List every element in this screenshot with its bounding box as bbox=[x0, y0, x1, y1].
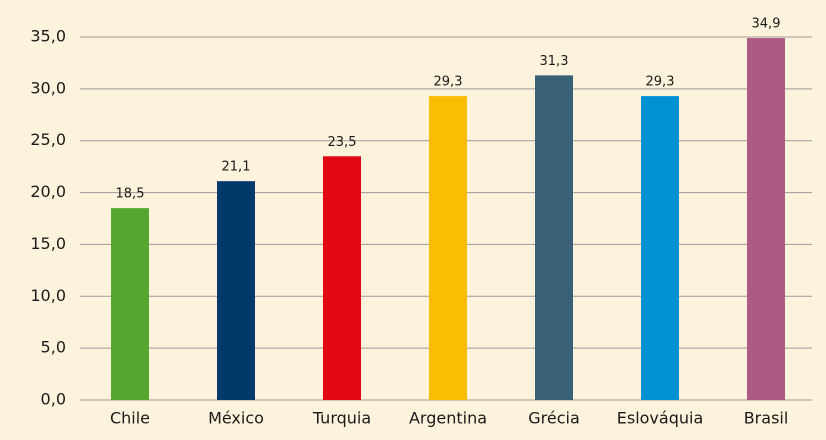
y-tick-label: 20,0 bbox=[30, 182, 66, 201]
value-label: 29,3 bbox=[646, 75, 675, 90]
value-label: 21,1 bbox=[222, 160, 251, 175]
value-label: 23,5 bbox=[328, 135, 357, 150]
bar bbox=[747, 38, 785, 401]
bar bbox=[641, 96, 679, 401]
bar bbox=[429, 96, 467, 401]
y-tick-label: 30,0 bbox=[30, 78, 66, 97]
x-tick-label: Chile bbox=[110, 409, 150, 428]
x-tick-label: Grécia bbox=[528, 409, 580, 428]
x-tick-label: México bbox=[208, 409, 264, 428]
y-tick-label: 35,0 bbox=[30, 27, 66, 46]
y-tick-label: 0,0 bbox=[41, 390, 66, 409]
bar bbox=[217, 181, 255, 400]
y-tick-label: 15,0 bbox=[30, 234, 66, 253]
value-label: 31,3 bbox=[540, 54, 569, 69]
y-tick-label: 10,0 bbox=[30, 286, 66, 305]
bar bbox=[323, 156, 361, 400]
value-label: 34,9 bbox=[752, 17, 781, 32]
x-tick-label: Turquia bbox=[312, 409, 371, 428]
y-tick-label: 5,0 bbox=[41, 338, 66, 357]
bar bbox=[111, 208, 149, 400]
bar bbox=[535, 75, 573, 401]
x-tick-label: Eslováquia bbox=[617, 409, 704, 428]
value-label: 29,3 bbox=[434, 75, 463, 90]
x-tick-label: Brasil bbox=[744, 409, 789, 428]
value-label: 18,5 bbox=[116, 187, 145, 202]
x-tick-label: Argentina bbox=[409, 409, 487, 428]
y-tick-label: 25,0 bbox=[30, 130, 66, 149]
